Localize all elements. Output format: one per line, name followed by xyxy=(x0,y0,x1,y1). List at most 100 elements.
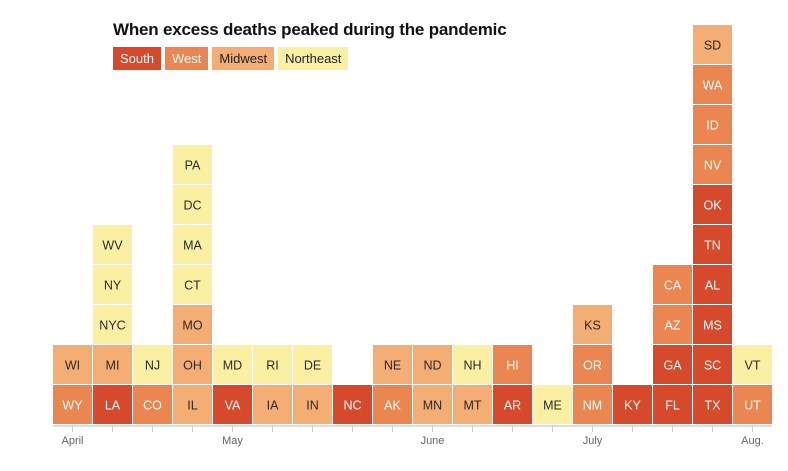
cell-label: MA xyxy=(183,239,202,253)
cell-label: ND xyxy=(423,359,441,373)
cell-rect xyxy=(173,185,212,224)
cell-label: VT xyxy=(745,359,761,373)
cell-rect xyxy=(693,265,732,304)
cell-label: MI xyxy=(106,359,120,373)
cell-rect xyxy=(653,305,692,344)
cell-ky: KY xyxy=(613,385,652,424)
cell-wa: WA xyxy=(693,65,732,104)
cell-ks: KS xyxy=(573,305,612,344)
cell-rect xyxy=(93,345,132,384)
cell-id: ID xyxy=(693,105,732,144)
cell-label: MS xyxy=(703,319,722,333)
legend-south: South xyxy=(113,47,161,70)
cell-rect xyxy=(533,385,572,424)
cell-rect xyxy=(693,25,732,64)
cell-label: VA xyxy=(225,399,241,413)
cell-mn: MN xyxy=(413,385,452,424)
cell-mo: MO xyxy=(173,305,212,344)
cell-rect xyxy=(173,385,212,424)
cell-label: DE xyxy=(304,359,321,373)
cell-rect xyxy=(173,345,212,384)
cell-label: AZ xyxy=(665,319,681,333)
cell-wv: WV xyxy=(93,225,132,264)
cell-sd: SD xyxy=(693,25,732,64)
x-tick-label: July xyxy=(583,435,603,447)
cell-label: MT xyxy=(463,399,481,413)
cell-label: SC xyxy=(704,359,721,373)
cell-ri: RI xyxy=(253,345,292,384)
cell-in: IN xyxy=(293,385,332,424)
cell-rect xyxy=(693,225,732,264)
cell-rect xyxy=(373,385,412,424)
cell-nj: NJ xyxy=(133,345,172,384)
cell-label: DC xyxy=(183,199,201,213)
cell-rect xyxy=(693,305,732,344)
cell-rect xyxy=(333,385,372,424)
cell-me: ME xyxy=(533,385,572,424)
cell-rect xyxy=(253,385,292,424)
cell-label: TX xyxy=(705,399,722,413)
cell-label: PA xyxy=(185,159,201,173)
x-tick-label: April xyxy=(61,435,83,447)
cell-wi: WI xyxy=(53,345,92,384)
cell-ia: IA xyxy=(253,385,292,424)
cell-label: CT xyxy=(184,279,201,293)
cell-al: AL xyxy=(693,265,732,304)
cell-rect xyxy=(133,345,172,384)
cell-rect xyxy=(573,345,612,384)
cell-de: DE xyxy=(293,345,332,384)
cell-rect xyxy=(613,385,652,424)
cell-label: HI xyxy=(506,359,519,373)
cell-il: IL xyxy=(173,385,212,424)
legend-northeast: Northeast xyxy=(278,47,349,70)
cell-rect xyxy=(173,225,212,264)
cell-rect xyxy=(693,145,732,184)
cell-rect xyxy=(53,385,92,424)
cell-rect xyxy=(693,105,732,144)
cell-rect xyxy=(493,385,532,424)
cell-va: VA xyxy=(213,385,252,424)
cell-label: NC xyxy=(343,399,361,413)
legend: South West Midwest Northeast xyxy=(113,47,349,70)
cell-vt: VT xyxy=(733,345,772,384)
cell-rect xyxy=(93,225,132,264)
cell-nv: NV xyxy=(693,145,732,184)
cell-label: NYC xyxy=(99,319,125,333)
cell-tn: TN xyxy=(693,225,732,264)
cell-rect xyxy=(253,345,292,384)
cell-rect xyxy=(733,345,772,384)
cell-mt: MT xyxy=(453,385,492,424)
cell-rect xyxy=(693,385,732,424)
cell-oh: OH xyxy=(173,345,212,384)
cell-label: KY xyxy=(624,399,641,413)
cell-rect xyxy=(453,385,492,424)
x-tick-label: Aug. xyxy=(741,435,764,447)
cell-rect xyxy=(173,145,212,184)
cell-sc: SC xyxy=(693,345,732,384)
cell-rect xyxy=(93,385,132,424)
cell-nh: NH xyxy=(453,345,492,384)
cell-dc: DC xyxy=(173,185,212,224)
cell-label: NE xyxy=(384,359,401,373)
cell-label: KS xyxy=(584,319,601,333)
cell-nd: ND xyxy=(413,345,452,384)
cell-ar: AR xyxy=(493,385,532,424)
cell-label: SD xyxy=(704,39,721,53)
cell-label: NJ xyxy=(145,359,160,373)
cell-fl: FL xyxy=(653,385,692,424)
cell-nc: NC xyxy=(333,385,372,424)
cell-nyc: NYC xyxy=(93,305,132,344)
cell-label: CA xyxy=(664,279,682,293)
cell-la: LA xyxy=(93,385,132,424)
cell-label: ID xyxy=(706,119,719,133)
cell-rect xyxy=(173,265,212,304)
cell-or: OR xyxy=(573,345,612,384)
cell-label: WY xyxy=(62,399,83,413)
cell-label: MN xyxy=(423,399,442,413)
cell-ct: CT xyxy=(173,265,212,304)
cell-rect xyxy=(573,305,612,344)
cell-rect xyxy=(293,345,332,384)
cell-label: IA xyxy=(267,399,279,413)
cell-ak: AK xyxy=(373,385,412,424)
cell-ga: GA xyxy=(653,345,692,384)
